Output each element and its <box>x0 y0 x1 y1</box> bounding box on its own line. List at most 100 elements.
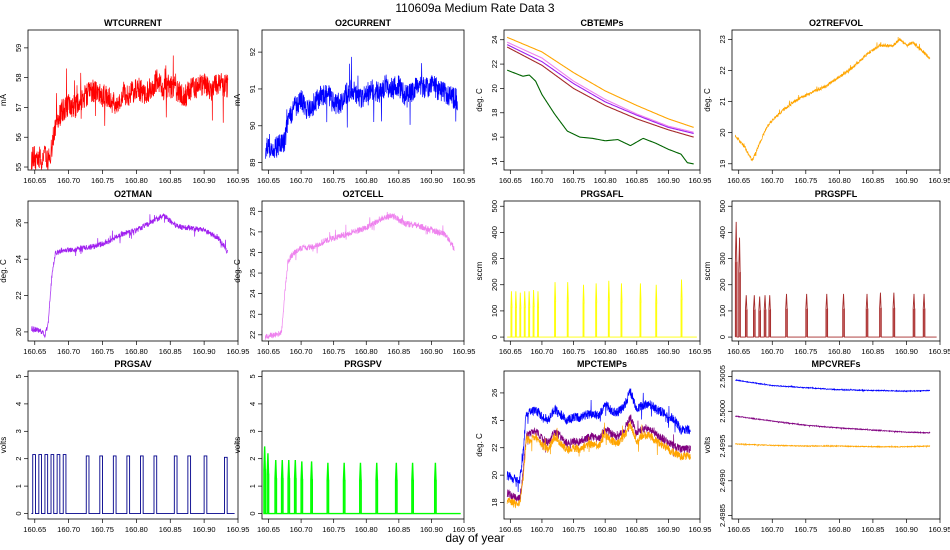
chart-title: O2TREFVOL <box>809 18 864 28</box>
x-tick-label: 160.95 <box>227 525 250 534</box>
plot-frame <box>503 370 701 520</box>
chart-panel-o2tman: O2TMAN deg. C 160.65 160.70 160.75 160.80 160.… <box>0 189 249 356</box>
pulse-fill <box>913 309 915 338</box>
y-tick-label: 4 <box>248 402 257 406</box>
x-tick-label: 160.85 <box>861 525 884 534</box>
series-line-2 <box>735 442 931 449</box>
y-tick-label: 400 <box>718 226 727 239</box>
x-tick-label: 160.80 <box>828 525 851 534</box>
plot-frame <box>503 29 701 171</box>
chart-panel-cbtemps: CBTEMPs deg. C 160.65 160.70 160.75 160.80 160… <box>475 18 711 185</box>
x-tick-label: 160.70 <box>530 176 553 185</box>
plot-frame <box>731 370 941 520</box>
series-line-0 <box>31 55 229 170</box>
y-tick-label: 28 <box>248 207 257 215</box>
plot-frame <box>731 29 941 171</box>
x-tick-label: 160.95 <box>453 525 476 534</box>
series-line-1 <box>506 41 694 133</box>
chart-title: PRGSPV <box>344 359 382 369</box>
y-tick-label: 3 <box>14 429 23 433</box>
chart-panel-prgspv: PRGSPV volts 160.65 160.70 160.75 160.80 160.8… <box>233 359 475 534</box>
y-tick-label: 300 <box>718 252 727 265</box>
x-tick-label: 160.85 <box>625 347 648 356</box>
series-line-0 <box>264 211 455 340</box>
y-tick-label: 55 <box>14 163 23 171</box>
plot-frame <box>27 200 239 342</box>
series-line-0 <box>735 378 931 393</box>
y-axis-label: mA <box>0 93 8 106</box>
x-tick-label: 160.85 <box>625 176 648 185</box>
y-tick-label: 14 <box>490 157 499 165</box>
x-tick-label: 160.80 <box>125 347 148 356</box>
x-tick-label: 160.65 <box>499 347 522 356</box>
x-tick-label: 160.65 <box>257 525 280 534</box>
pulse-fill <box>738 272 741 338</box>
pulse-fill <box>768 309 771 338</box>
y-tick-label: 500 <box>490 200 499 213</box>
y-axis-label: deg. C <box>475 433 484 457</box>
y-tick-label: 5 <box>248 374 257 378</box>
x-tick-label: 160.95 <box>689 525 712 534</box>
y-tick-label: 24 <box>248 289 257 297</box>
y-tick-label: 16 <box>490 133 499 141</box>
y-tick-label: 0 <box>490 335 499 339</box>
y-tick-label: 300 <box>490 252 499 265</box>
x-tick-label: 160.80 <box>355 176 378 185</box>
chart-panel-o2trefvol: O2TREFVOL deg. C 160.65 160.70 160.75 160.80 1… <box>703 18 950 185</box>
series-line-2 <box>506 421 691 509</box>
x-tick-label: 160.85 <box>159 176 182 185</box>
x-tick-label: 160.95 <box>227 347 250 356</box>
y-tick-label: 18 <box>490 109 499 117</box>
pulse-series <box>31 454 235 514</box>
x-tick-label: 160.65 <box>499 525 522 534</box>
x-tick-label: 160.90 <box>420 176 443 185</box>
x-tick-label: 160.95 <box>227 176 250 185</box>
y-tick-label: 200 <box>718 278 727 291</box>
pulse-fill <box>866 309 868 338</box>
x-tick-label: 160.75 <box>794 176 817 185</box>
chart-title: O2CURRENT <box>335 18 392 28</box>
x-tick-label: 160.65 <box>727 347 750 356</box>
x-tick-label: 160.75 <box>794 347 817 356</box>
plot-frame <box>261 370 465 520</box>
x-tick-label: 160.65 <box>257 347 280 356</box>
page-x-axis-label: day of year <box>445 531 505 545</box>
chart-title: MPCVREFs <box>811 359 860 369</box>
y-tick-label: 22 <box>490 60 499 68</box>
x-tick-label: 160.80 <box>828 176 851 185</box>
y-tick-label: 19 <box>718 160 727 168</box>
chart-panel-wtcurrent: WTCURRENT mA 160.65 160.70 160.75 160.80 160.8… <box>0 18 249 185</box>
series-line-1 <box>506 414 691 502</box>
x-tick-label: 160.70 <box>761 347 784 356</box>
x-tick-label: 160.95 <box>453 347 476 356</box>
plot-frame <box>27 370 239 520</box>
pulse-fill <box>805 309 808 338</box>
y-tick-label: 4 <box>14 402 23 406</box>
pulse-fill <box>785 309 788 338</box>
x-tick-label: 160.65 <box>257 176 280 185</box>
x-tick-label: 160.95 <box>929 347 950 356</box>
x-tick-label: 160.70 <box>290 525 313 534</box>
y-tick-label: 26 <box>490 389 499 397</box>
x-tick-label: 160.85 <box>387 347 410 356</box>
x-tick-label: 160.95 <box>929 176 950 185</box>
pulse-series <box>507 279 697 338</box>
x-tick-label: 160.85 <box>861 347 884 356</box>
plot-frame <box>261 29 465 171</box>
y-axis-label: deg. C <box>475 88 484 112</box>
x-tick-label: 160.75 <box>562 176 585 185</box>
x-tick-label: 160.75 <box>91 347 114 356</box>
chart-title: PRGSAV <box>114 359 151 369</box>
y-tick-label: 22 <box>248 331 257 339</box>
series-line-0 <box>264 56 458 159</box>
x-tick-label: 160.75 <box>322 176 345 185</box>
plot-frame <box>731 200 941 342</box>
chart-panel-prgspfl: PRGSPFL sccm 160.65 160.70 160.75 160.80 160.8… <box>703 189 950 356</box>
x-tick-label: 160.95 <box>929 525 950 534</box>
x-tick-label: 160.75 <box>794 525 817 534</box>
chart-title: PRGSPFL <box>815 189 858 199</box>
y-tick-label: 20 <box>718 128 727 136</box>
y-tick-label: 21 <box>718 97 727 105</box>
y-tick-label: 18 <box>490 498 499 506</box>
x-tick-label: 160.70 <box>290 347 313 356</box>
